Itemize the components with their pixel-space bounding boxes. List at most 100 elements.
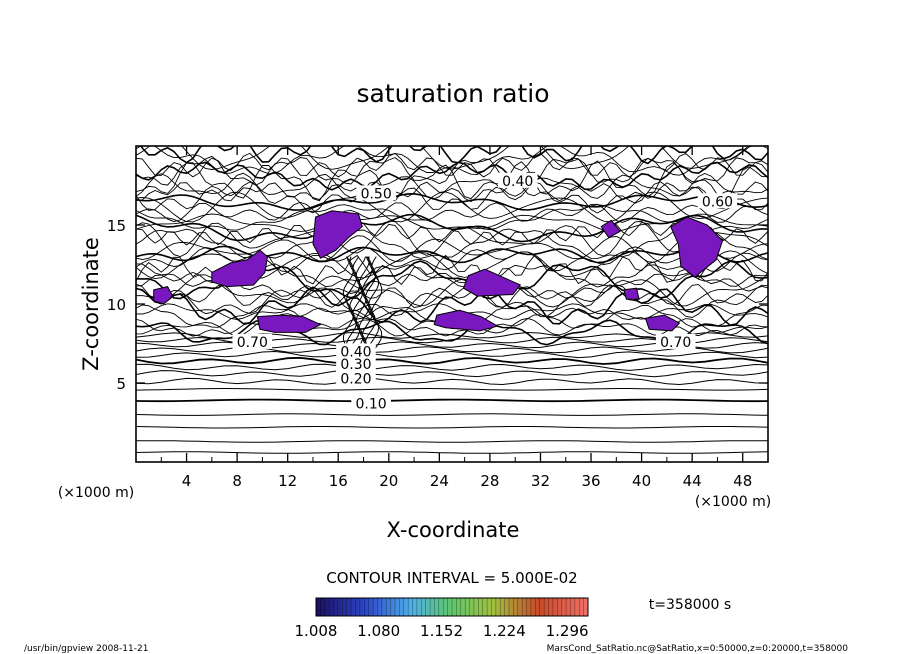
contour-label: 0.70 — [237, 335, 268, 351]
colorbar-tick-label: 1.080 — [357, 622, 400, 640]
contour-line — [136, 155, 768, 186]
contour-line — [136, 172, 768, 201]
contour-line — [349, 256, 361, 360]
x-tick-label: 36 — [581, 472, 600, 490]
x-tick-label: 4 — [182, 472, 192, 490]
time-label: t=358000 s — [649, 597, 731, 613]
y-tick-label: 10 — [107, 296, 126, 314]
contour-line — [136, 356, 768, 365]
contour-label: 0.10 — [356, 397, 387, 413]
contour-line — [136, 286, 768, 327]
contour-line — [136, 283, 768, 309]
contour-line — [136, 235, 768, 263]
contour-line — [136, 146, 768, 176]
contour-label-bg — [356, 185, 396, 201]
x-tick-label: 8 — [232, 472, 242, 490]
x-tick-label: 24 — [430, 472, 449, 490]
supersaturation-region — [433, 309, 499, 332]
footer-right: MarsCond_SatRatio.nc@SatRatio,x=0:50000,… — [547, 644, 849, 654]
contour-label-bg — [497, 172, 538, 188]
colorbar-tick-label: 1.224 — [483, 622, 526, 640]
colorbar-tick-label: 1.152 — [420, 622, 463, 640]
contour-labels: 0.100.200.300.400.500.400.600.70 0.70 — [232, 172, 738, 413]
contour-line — [368, 256, 380, 360]
contour-line — [136, 181, 768, 203]
contour-line — [139, 146, 768, 165]
x-tick-label: 28 — [480, 472, 499, 490]
chart-title: saturation ratio — [356, 79, 549, 108]
contour-line — [136, 222, 768, 246]
contour-label-bg — [336, 370, 376, 386]
x-tick-label: 20 — [379, 472, 398, 490]
contour-line — [136, 350, 768, 359]
contour-line — [371, 256, 383, 360]
supersaturation-region — [600, 219, 621, 239]
x-tick-label: 48 — [733, 472, 752, 490]
supersaturation-region — [644, 314, 681, 332]
contour-line — [136, 387, 768, 391]
contour-line — [136, 413, 768, 416]
contour-line — [136, 191, 768, 223]
contour-line — [136, 201, 768, 223]
contour-line — [136, 303, 768, 321]
contour-label: 0.50 — [361, 186, 392, 202]
supersaturation-region — [670, 216, 724, 278]
contour-label: 0.20 — [340, 371, 371, 387]
contour-lines — [136, 146, 768, 454]
colorbar: 1.008 1.080 1.152 1.224 1.296 — [295, 597, 589, 640]
contour-line — [136, 228, 768, 260]
supersaturation-regions — [153, 210, 724, 333]
contour-line — [136, 192, 768, 211]
contour-label: 0.40 — [340, 344, 371, 360]
colorbar-tick-label: 1.008 — [295, 622, 338, 640]
contour-interval: CONTOUR INTERVAL = 5.000E-02 — [326, 569, 577, 587]
contour-line — [136, 451, 768, 454]
contour-label-bg — [351, 395, 391, 411]
supersaturation-region — [312, 210, 363, 259]
contour-line — [361, 256, 373, 360]
contour-line — [136, 363, 768, 371]
x-tick-label: 40 — [632, 472, 651, 490]
contour-line — [136, 370, 768, 378]
contour-line — [136, 440, 768, 443]
x-tick-label: 16 — [329, 472, 348, 490]
supersaturation-region — [153, 286, 174, 305]
y-tick-label: 5 — [116, 375, 126, 393]
contour-label-bg — [655, 333, 696, 349]
contour-line — [136, 246, 768, 273]
y-axis-label: Z-coordinate — [79, 237, 103, 371]
y-tick-label: 15 — [107, 217, 126, 235]
contour-line — [352, 256, 364, 360]
contour-label: 0.60 — [702, 194, 733, 210]
contour-label-bg — [697, 193, 738, 209]
x-tick-label: 44 — [683, 472, 702, 490]
contour-line — [136, 161, 768, 191]
contour-line — [136, 426, 768, 429]
contour-label: 0.30 — [340, 357, 371, 373]
supersaturation-region — [256, 314, 322, 333]
contour-line — [136, 245, 768, 264]
footer-left: /usr/bin/gpview 2008-11-21 — [24, 644, 148, 654]
supersaturation-region — [211, 249, 269, 288]
contour-line — [136, 274, 768, 308]
contour-line — [342, 256, 354, 360]
contour-line — [136, 181, 768, 214]
colorbar-segments — [320, 598, 584, 616]
z-unit-label: (×1000 m) — [58, 485, 134, 501]
supersaturation-region — [623, 287, 640, 300]
x-axis-label: X-coordinate — [387, 518, 520, 542]
contour-line — [136, 213, 768, 232]
supersaturation-region — [462, 268, 522, 297]
contour-label-bg — [336, 356, 376, 372]
x-tick-label: 32 — [531, 472, 550, 490]
contour-label: 0.40 — [502, 174, 533, 190]
contour-line — [136, 204, 768, 231]
x-unit-label: (×1000 m) — [695, 494, 771, 510]
contour-label-bg — [232, 333, 273, 349]
x-tick-label: 12 — [278, 472, 297, 490]
colorbar-tick-label: 1.296 — [546, 622, 589, 640]
contour-line — [136, 377, 768, 386]
